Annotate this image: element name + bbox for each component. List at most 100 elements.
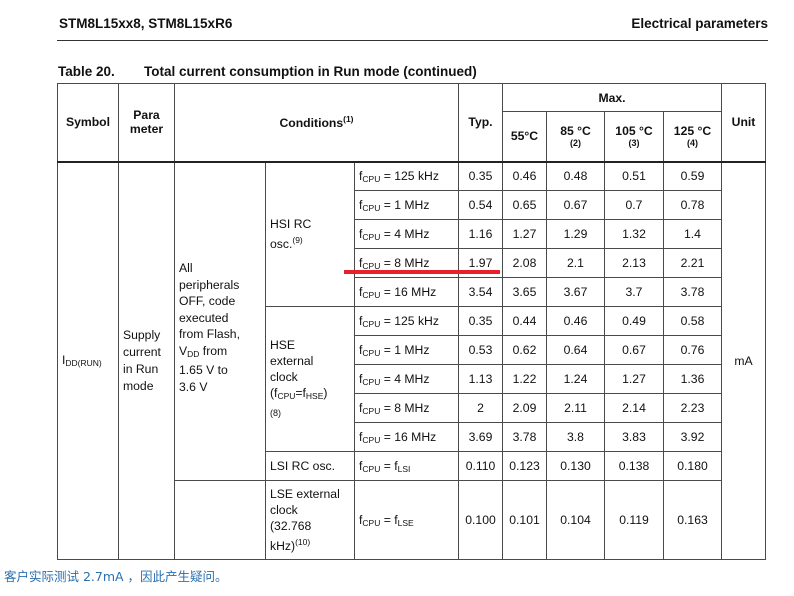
- typ-value: 3.69: [458, 422, 503, 452]
- max-85c-value: 0.46: [546, 306, 605, 336]
- table-row: fCPU = 16 MHz 3.69 3.78 3.8 3.83 3.92: [58, 422, 766, 452]
- max-85c-value: 3.67: [546, 277, 605, 307]
- typ-value: 0.54: [458, 190, 503, 220]
- fcpu-condition: fCPU = 16 MHz: [354, 422, 459, 452]
- fcpu-condition: fCPU = 16 MHz: [354, 277, 459, 307]
- hsi-group-cell: HSI RC osc.(9): [265, 161, 355, 307]
- fcpu-condition: fCPU = 4 MHz: [354, 219, 459, 249]
- table-row: LSE external clock (32.768 kHz)(10) fCPU…: [58, 480, 766, 560]
- table-title: Total current consumption in Run mode (c…: [144, 64, 477, 79]
- max-105c-value: 3.7: [604, 277, 664, 307]
- table-row: fCPU = 4 MHz 1.13 1.22 1.24 1.27 1.36: [58, 364, 766, 394]
- max-105c-value: 0.49: [604, 306, 664, 336]
- max-105c-value: 0.7: [604, 190, 664, 220]
- current-consumption-table: Symbol Para meter Conditions(1) Typ. Max.…: [57, 83, 766, 560]
- table-row: fCPU = 1 MHz 0.53 0.62 0.64 0.67 0.76: [58, 335, 766, 365]
- header-unit: Unit: [721, 83, 766, 163]
- typ-value: 0.53: [458, 335, 503, 365]
- fcpu-condition: fCPU = 125 kHz: [354, 161, 459, 191]
- table-row: fCPU = 16 MHz 3.54 3.65 3.67 3.7 3.78: [58, 277, 766, 307]
- max-125c-value: 0.59: [663, 161, 722, 191]
- max-85c-value: 0.104: [546, 480, 605, 560]
- max-55c-value: 0.62: [502, 335, 547, 365]
- max-125c-value: 1.36: [663, 364, 722, 394]
- max-55c-value: 3.78: [502, 422, 547, 452]
- fcpu-condition: fCPU = 8 MHz: [354, 393, 459, 423]
- max-105c-value: 0.119: [604, 480, 664, 560]
- fcpu-condition: fCPU = 4 MHz: [354, 364, 459, 394]
- fcpu-condition: fCPU = 1 MHz: [354, 335, 459, 365]
- document-header-left: STM8L15xx8, STM8L15xR6: [59, 16, 233, 31]
- max-125c-value: 0.180: [663, 451, 722, 481]
- header-rule: [57, 40, 768, 41]
- max-55c-value: 0.101: [502, 480, 547, 560]
- typ-value: 0.35: [458, 306, 503, 336]
- max-85c-value: 0.67: [546, 190, 605, 220]
- max-55c-value: 0.65: [502, 190, 547, 220]
- max-55c-value: 2.09: [502, 393, 547, 423]
- parameter-cell: Supply current in Run mode: [118, 161, 175, 560]
- header-max: Max.: [502, 83, 722, 112]
- typ-value: 0.100: [458, 480, 503, 560]
- max-55c-value: 0.46: [502, 161, 547, 191]
- table-number: Table 20.: [58, 64, 115, 79]
- max-125c-value: 3.78: [663, 277, 722, 307]
- max-55c-value: 1.27: [502, 219, 547, 249]
- unit-cell: mA: [721, 161, 766, 560]
- table-row: fCPU = 8 MHz 2 2.09 2.11 2.14 2.23: [58, 393, 766, 423]
- header-symbol: Symbol: [57, 83, 119, 163]
- max-85c-value: 3.8: [546, 422, 605, 452]
- max-125c-value: 0.58: [663, 306, 722, 336]
- max-85c-value: 0.130: [546, 451, 605, 481]
- max-125c-value: 2.23: [663, 393, 722, 423]
- max-125c-value: 2.21: [663, 248, 722, 278]
- header-parameter: Para meter: [118, 83, 175, 163]
- max-85c-value: 2.11: [546, 393, 605, 423]
- header-125c: 125 °C (4): [663, 111, 722, 163]
- annotation-note: 客户实际测试 2.7mA ，因此产生疑问。: [4, 569, 228, 584]
- max-85c-value: 1.29: [546, 219, 605, 249]
- lse-group-cell: LSE external clock (32.768 kHz)(10): [265, 480, 355, 560]
- typ-value: 0.110: [458, 451, 503, 481]
- max-85c-value: 1.24: [546, 364, 605, 394]
- max-105c-value: 2.14: [604, 393, 664, 423]
- table-row: fCPU = 4 MHz 1.16 1.27 1.29 1.32 1.4: [58, 219, 766, 249]
- max-85c-value: 2.1: [546, 248, 605, 278]
- condition-main-cell: All peripherals OFF, code executed from …: [174, 161, 266, 481]
- max-105c-value: 1.32: [604, 219, 664, 249]
- fcpu-condition: fCPU = fLSI: [354, 451, 459, 481]
- fcpu-condition: fCPU = 125 kHz: [354, 306, 459, 336]
- symbol-cell: IDD(RUN): [57, 161, 119, 560]
- max-105c-value: 0.51: [604, 161, 664, 191]
- header-55c: 55°C: [502, 111, 547, 163]
- max-125c-value: 1.4: [663, 219, 722, 249]
- document-header-right: Electrical parameters: [631, 16, 768, 31]
- typ-value: 0.35: [458, 161, 503, 191]
- max-55c-value: 3.65: [502, 277, 547, 307]
- hse-group-cell: HSE external clock (fCPU=fHSE) (8): [265, 306, 355, 452]
- max-55c-value: 2.08: [502, 248, 547, 278]
- fcpu-condition: fCPU = fLSE: [354, 480, 459, 560]
- table-row: fCPU = 1 MHz 0.54 0.65 0.67 0.7 0.78: [58, 190, 766, 220]
- header-typ: Typ.: [458, 83, 503, 163]
- table-row: LSI RC osc. fCPU = fLSI 0.110 0.123 0.13…: [58, 451, 766, 481]
- max-105c-value: 0.138: [604, 451, 664, 481]
- max-105c-value: 1.27: [604, 364, 664, 394]
- table-row: IDD(RUN) Supply current in Run mode All per…: [57, 161, 766, 560]
- max-105c-value: 0.67: [604, 335, 664, 365]
- header-conditions: Conditions(1): [174, 83, 459, 163]
- lsi-group-cell: LSI RC osc.: [265, 451, 355, 481]
- max-105c-value: 2.13: [604, 248, 664, 278]
- max-55c-value: 0.44: [502, 306, 547, 336]
- max-125c-value: 0.76: [663, 335, 722, 365]
- header-85c: 85 °C (2): [546, 111, 605, 163]
- header-105c: 105 °C (3): [604, 111, 664, 163]
- typ-value: 1.13: [458, 364, 503, 394]
- max-125c-value: 0.163: [663, 480, 722, 560]
- max-55c-value: 1.22: [502, 364, 547, 394]
- typ-value: 1.16: [458, 219, 503, 249]
- typ-value: 3.54: [458, 277, 503, 307]
- max-85c-value: 0.48: [546, 161, 605, 191]
- table-caption: Table 20. Total current consumption in Ru…: [58, 64, 477, 79]
- fcpu-condition: fCPU = 1 MHz: [354, 190, 459, 220]
